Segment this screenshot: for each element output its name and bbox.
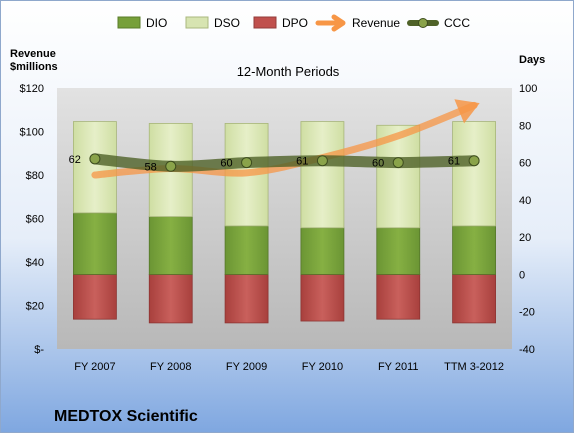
left-tick-label: $120 <box>20 83 44 95</box>
bar-dpo <box>300 274 345 322</box>
category-label: FY 2010 <box>302 361 343 373</box>
legend-swatch-dpo <box>253 16 277 29</box>
legend-label-dso: DSO <box>214 16 240 30</box>
right-tick-label: -20 <box>519 307 535 319</box>
legend-label-dpo: DPO <box>282 16 308 30</box>
legend: DIO DSO DPO Revenue CCC <box>117 14 470 32</box>
plot-area <box>57 88 512 349</box>
ccc-marker <box>89 153 101 165</box>
right-tick-label: 100 <box>519 83 537 95</box>
ccc-data-label: 58 <box>145 161 157 173</box>
bar-dpo <box>376 274 421 320</box>
company-name: MEDTOX Scientific <box>54 408 198 425</box>
ccc-data-label: 60 <box>220 158 232 170</box>
left-axis-ticks: $- $20 $40 $60 $80 $100 $120 <box>20 83 45 356</box>
left-tick-label: $60 <box>26 214 44 226</box>
category-axis-labels: FY 2007 FY 2008 FY 2009 FY 2010 FY 2011 TTM 3… <box>74 361 504 373</box>
legend-swatch-revenue <box>315 14 346 32</box>
bar-dpo <box>224 274 269 324</box>
left-axis-label-line2: $millions <box>10 61 58 73</box>
bar-dio <box>452 225 496 275</box>
bar-dso <box>452 121 496 227</box>
right-axis-ticks: -40 -20 0 20 40 60 80 100 <box>519 83 537 356</box>
category-label: FY 2011 <box>378 361 419 373</box>
ccc-data-label: 61 <box>296 156 308 168</box>
ccc-data-label: 60 <box>372 158 384 170</box>
category-label: FY 2009 <box>226 361 267 373</box>
legend-swatch-ccc-marker <box>418 18 428 28</box>
ccc-series: 62 58 60 61 60 61 <box>69 153 480 173</box>
revenue-arrowhead <box>454 99 480 124</box>
legend-swatch-dso <box>185 16 209 29</box>
bar-dio <box>300 227 345 275</box>
right-axis-label: Days <box>519 54 545 66</box>
category-label: FY 2007 <box>74 361 115 373</box>
ccc-data-label: 62 <box>69 154 81 166</box>
left-axis-label-line1: Revenue <box>10 48 56 60</box>
left-tick-label: $100 <box>20 127 44 139</box>
legend-label-ccc: CCC <box>444 16 470 30</box>
ccc-marker <box>468 155 480 167</box>
legend-swatch-dio <box>117 16 141 29</box>
legend-label-revenue: Revenue <box>352 16 400 30</box>
ccc-marker <box>165 160 177 172</box>
category-label: FY 2008 <box>150 361 191 373</box>
left-tick-label: $40 <box>26 257 44 269</box>
legend-label-dio: DIO <box>146 16 167 30</box>
ccc-data-label: 61 <box>448 156 460 168</box>
right-tick-label: 20 <box>519 232 531 244</box>
right-tick-label: 60 <box>519 158 531 170</box>
bar-dso <box>300 121 345 229</box>
right-tick-label: 40 <box>519 195 531 207</box>
ccc-marker <box>392 157 404 169</box>
ccc-line <box>89 153 480 172</box>
left-tick-label: $80 <box>26 170 44 182</box>
bar-dio <box>73 212 117 275</box>
bar-dpo <box>452 274 496 324</box>
ccc-marker <box>241 157 253 169</box>
bar-dpo <box>73 274 117 320</box>
chart-title: 12-Month Periods <box>237 64 340 79</box>
right-tick-label: 0 <box>519 269 525 281</box>
bar-dio <box>376 227 421 275</box>
bar-dpo <box>148 274 193 324</box>
category-label: TTM 3-2012 <box>444 361 504 373</box>
bar-dio <box>224 225 269 275</box>
bar-dio <box>148 216 193 275</box>
left-tick-label: $- <box>34 344 44 356</box>
ccc-marker <box>316 155 328 167</box>
right-tick-label: 80 <box>519 120 531 132</box>
right-tick-label: -40 <box>519 344 535 356</box>
bar-dso <box>73 121 117 214</box>
left-tick-label: $20 <box>26 301 44 313</box>
